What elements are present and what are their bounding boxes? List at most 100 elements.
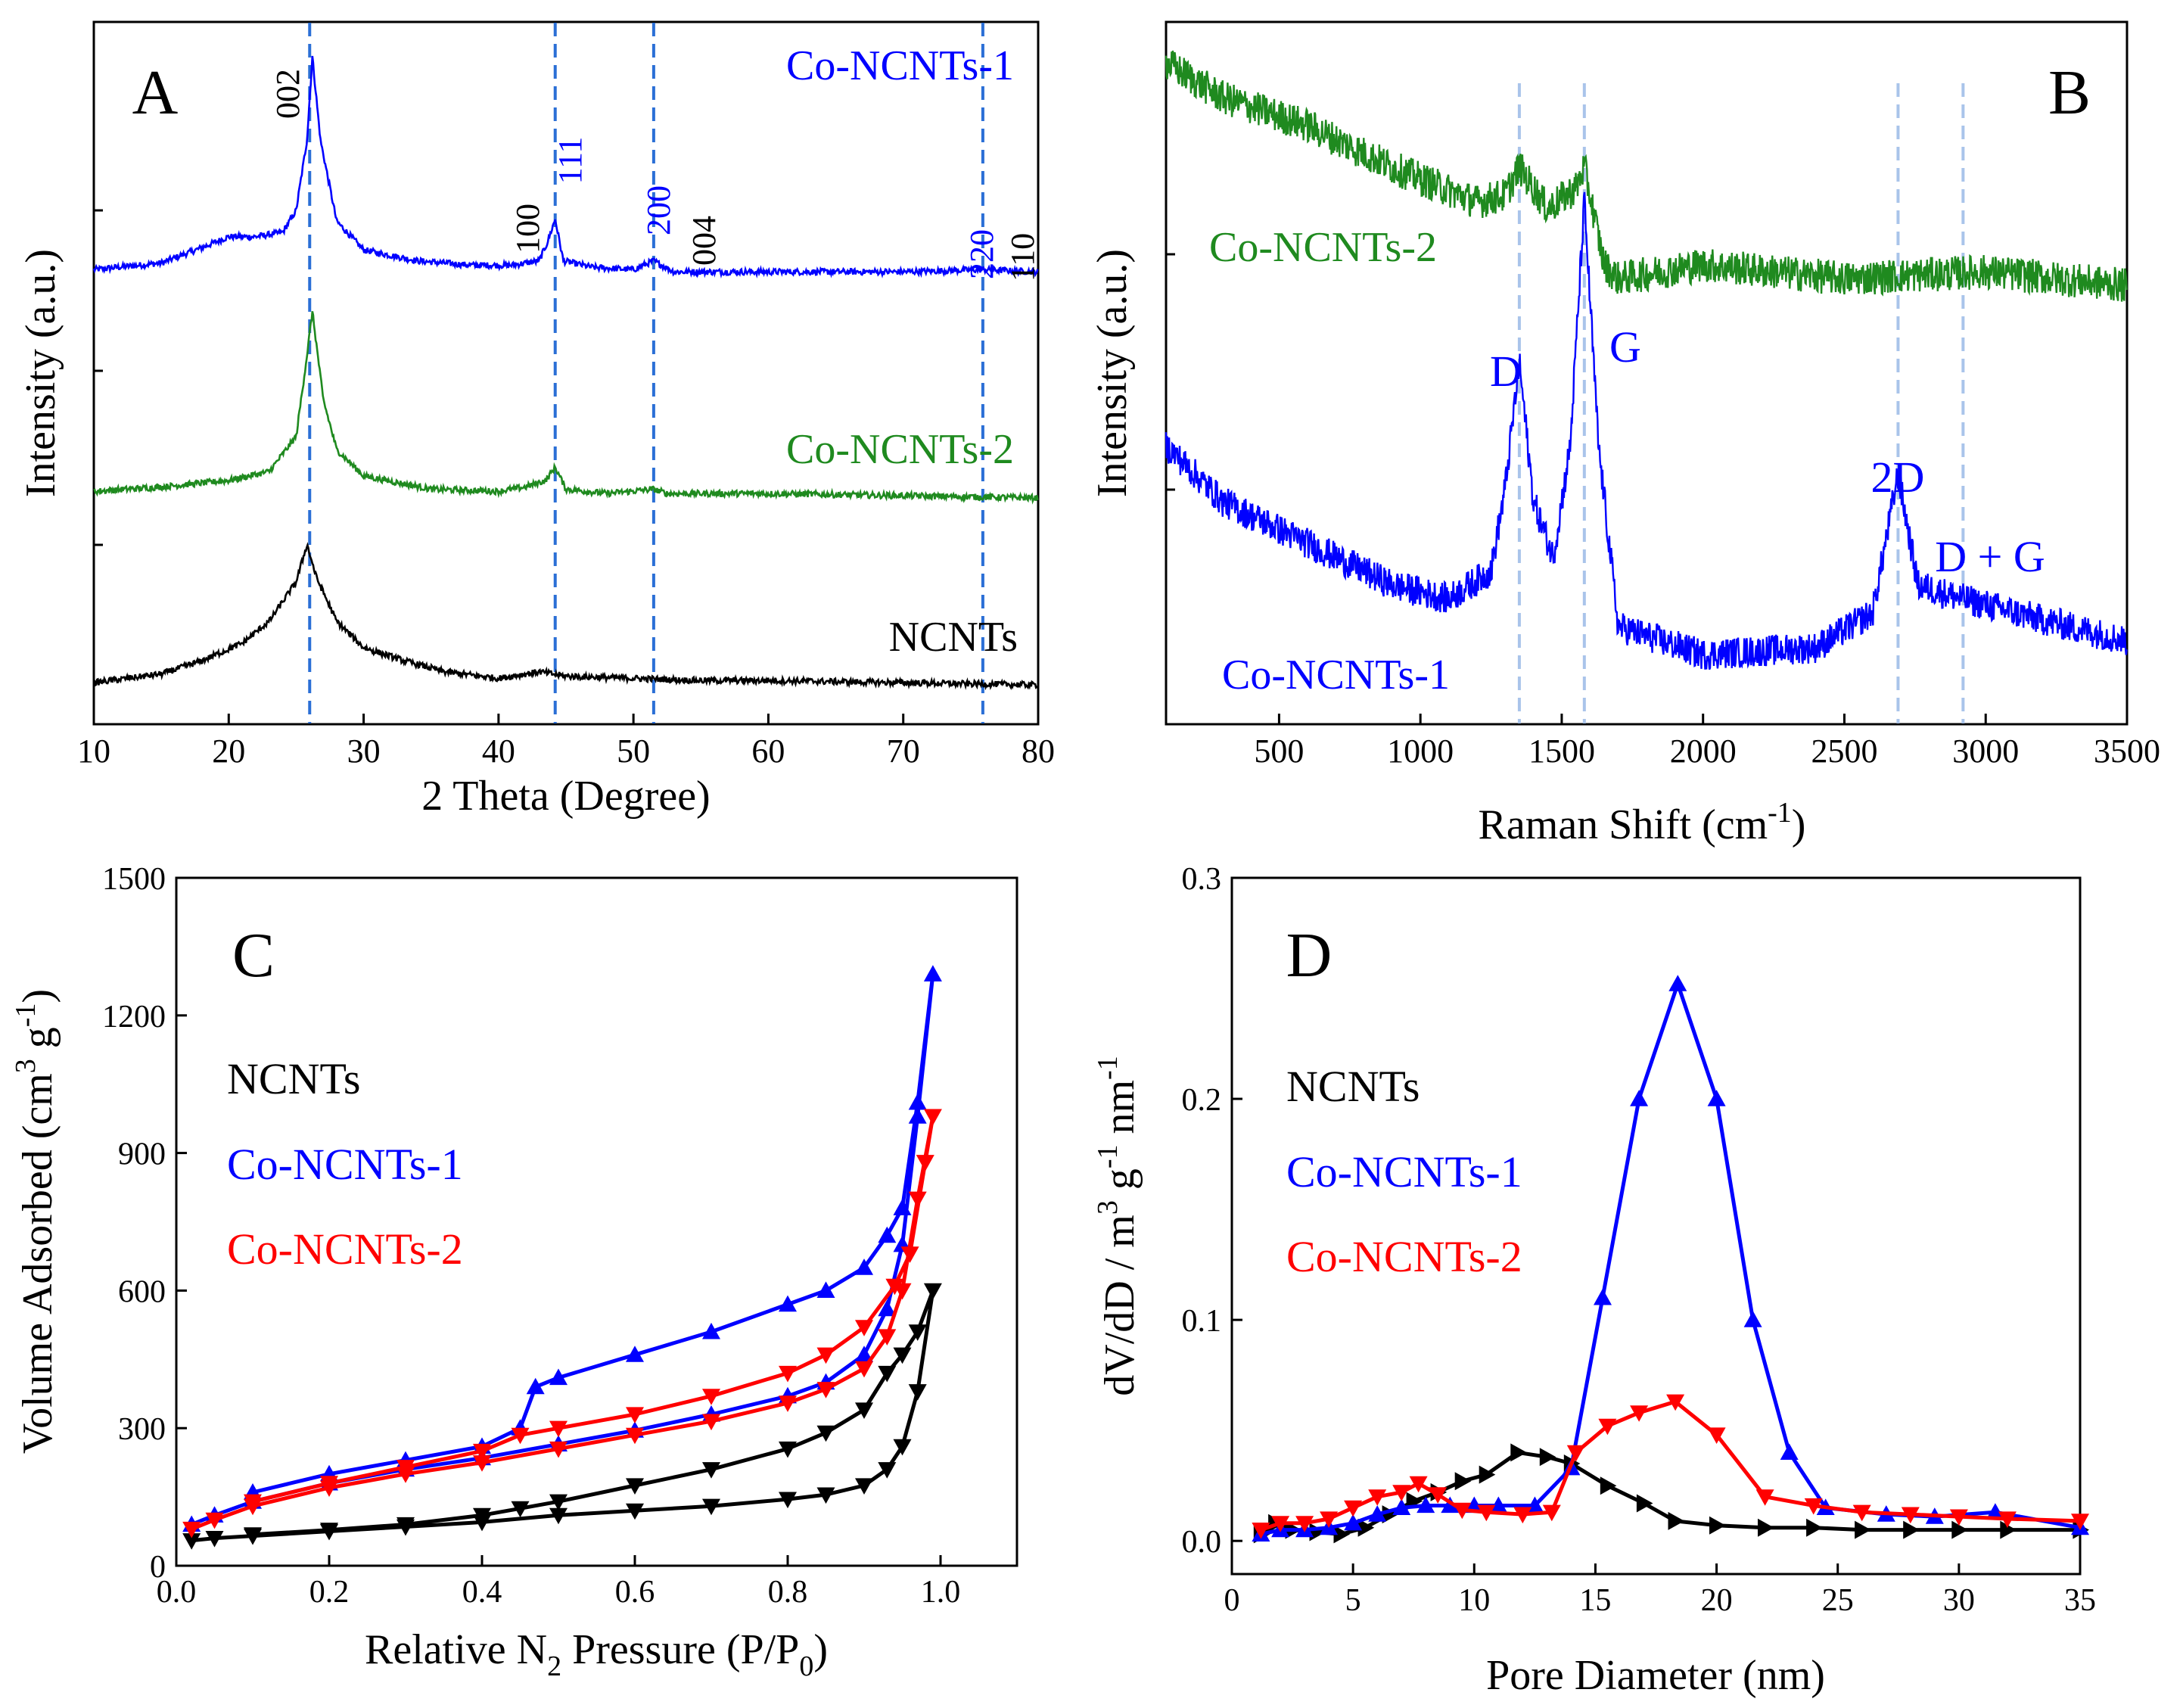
xrd-x-tick-label: 20 (212, 733, 245, 770)
panel-b-label-co-ncnts-1: Co-NCNTs-1 (1222, 652, 1450, 698)
iso-point-co-ncnts-2 (702, 1414, 720, 1431)
iso-series-ncnts (191, 1288, 935, 1543)
iso-x-tick-label: 0.2 (309, 1575, 350, 1610)
panel-d-frame (1230, 876, 2082, 1576)
panel-letter-a: A (132, 58, 179, 128)
iso-point-co-ncnts-1 (549, 1368, 568, 1386)
iso-point-co-ncnts-2 (626, 1427, 644, 1445)
raman-peak-g: G (1609, 322, 1641, 372)
psd-x-tick-label: 5 (1345, 1583, 1361, 1618)
psd-point-co-ncnts-2 (1344, 1500, 1363, 1517)
panel-letter-c: C (232, 920, 275, 991)
panel-a-x-axis-label: 2 Theta (Degree) (421, 773, 710, 820)
psd-point-co-ncnts-1 (1344, 1514, 1363, 1531)
iso-point-ncnts (816, 1487, 835, 1504)
iso-point-co-ncnts-2 (626, 1407, 644, 1423)
raman-x-tick-label: 1000 (1387, 733, 1454, 770)
iso-point-ncnts (473, 1507, 491, 1525)
raman-series-co-ncnts-1 (1165, 191, 2128, 670)
psd-point-co-ncnts-1 (1780, 1443, 1799, 1460)
iso-point-ncnts (923, 1283, 942, 1300)
panel-c-y-axis-label: Volume Adsorbed (cm3 g-1) (10, 989, 61, 1454)
psd-x-tick-label: 15 (1579, 1583, 1611, 1618)
iso-point-co-ncnts-2 (549, 1441, 568, 1458)
psd-point-co-ncnts-2 (1429, 1487, 1448, 1504)
psd-point-ncnts (1510, 1443, 1527, 1462)
iso-x-tick-label: 1.0 (921, 1575, 961, 1610)
raman-peak-d: D (1490, 347, 1522, 396)
xrd-series-co-ncnts-1 (92, 55, 1039, 279)
panel-b-x-ticks: 500 1000 1500 2000 2500 3000 3500 (1254, 714, 2160, 770)
peak-label-004: 004 (686, 216, 723, 266)
d-y-label-sup-3: 3 (1092, 1200, 1124, 1215)
psd-x-tick-label: 0 (1224, 1583, 1240, 1618)
psd-point-co-ncnts-2 (1666, 1394, 1685, 1411)
iso-y-tick-label: 1500 (102, 862, 166, 897)
panel-a-reference-lines (308, 23, 984, 723)
psd-y-tick-label: 0.1 (1182, 1304, 1222, 1339)
iso-point-ncnts (779, 1492, 797, 1509)
xrd-x-tick-label: 10 (77, 733, 110, 770)
panel-b-x-label-sup: -1 (1768, 797, 1792, 829)
iso-point-ncnts (549, 1494, 568, 1511)
d-y-label-part-2: g (1096, 1168, 1143, 1200)
iso-x-tick-label: 0.8 (768, 1575, 808, 1610)
psd-point-ncnts (1382, 1505, 1399, 1524)
raman-x-tick-label: 2000 (1670, 733, 1737, 770)
psd-point-ncnts (1855, 1520, 1871, 1539)
x-label-part-2: Pressure (P/P (561, 1626, 799, 1673)
iso-y-tick-label: 300 (118, 1412, 166, 1447)
iso-y-tick-label: 600 (118, 1274, 166, 1309)
x-label-sub-2: 2 (547, 1650, 561, 1682)
iso-point-co-ncnts-2 (816, 1382, 835, 1398)
panel-b-frame (1165, 20, 2129, 726)
iso-point-ncnts (816, 1425, 835, 1442)
d-y-label-part-1: dV/dD / m (1096, 1215, 1143, 1396)
iso-point-ncnts (320, 1523, 338, 1539)
psd-point-co-ncnts-2 (1598, 1418, 1617, 1436)
psd-point-co-ncnts-2 (1513, 1507, 1532, 1524)
iso-point-co-ncnts-2 (855, 1361, 873, 1378)
iso-point-co-ncnts-1 (878, 1226, 897, 1243)
panel-a-label-ncnts: NCNTs (889, 614, 1018, 661)
iso-point-ncnts (908, 1324, 927, 1341)
peak-label-100: 100 (509, 204, 546, 254)
iso-point-ncnts (549, 1507, 568, 1525)
psd-point-co-ncnts-1 (1489, 1496, 1508, 1514)
panel-d-pore-size: 0 5 10 15 20 25 30 35 0.0 0.1 0.2 0.3 D NCNTs Co-N… (1092, 862, 2096, 1699)
iso-point-co-ncnts-2 (908, 1191, 927, 1209)
xrd-x-tick-label: 60 (751, 733, 785, 770)
psd-point-ncnts (1454, 1472, 1472, 1491)
panel-b-x-axis-label: Raman Shift (cm-1) (1479, 797, 1806, 848)
panel-a-label-co-ncnts-1: Co-NCNTs-1 (786, 42, 1014, 89)
panel-c-legend-co-ncnts-2: Co-NCNTs-2 (227, 1224, 463, 1274)
x-label-part-3: ) (813, 1626, 828, 1673)
panel-c-series (182, 965, 942, 1550)
panel-a-series (92, 55, 1039, 691)
panel-b-y-ticks (1166, 253, 1175, 491)
iso-point-ncnts (893, 1347, 912, 1364)
iso-point-co-ncnts-2 (916, 1155, 934, 1171)
raman-peak-2d: 2D (1871, 453, 1925, 502)
xrd-x-tick-label: 70 (887, 733, 920, 770)
panel-d-series (1252, 975, 2089, 1544)
panel-d-legend-co-ncnts-1: Co-NCNTs-1 (1286, 1147, 1522, 1196)
iso-point-co-ncnts-2 (779, 1395, 797, 1412)
psd-x-tick-label: 25 (1822, 1583, 1854, 1618)
iso-y-tick-label: 900 (118, 1137, 166, 1172)
psd-point-ncnts (1479, 1465, 1496, 1484)
psd-point-ncnts (1903, 1520, 1920, 1539)
panel-b-label-co-ncnts-2: Co-NCNTs-2 (1209, 224, 1437, 271)
iso-point-co-ncnts-1 (908, 1093, 927, 1110)
panel-letter-b: B (2048, 58, 2091, 128)
psd-point-co-ncnts-1 (1441, 1496, 1460, 1514)
psd-point-co-ncnts-2 (2071, 1514, 2089, 1530)
xrd-x-tick-label: 40 (482, 733, 515, 770)
psd-point-co-ncnts-2 (1368, 1489, 1387, 1506)
xrd-x-tick-label: 30 (347, 733, 381, 770)
x-label-part-1: Relative N (365, 1626, 547, 1673)
psd-x-tick-label: 20 (1701, 1583, 1733, 1618)
raman-peak-d-plus-g: D + G (1935, 532, 2045, 581)
iso-point-co-ncnts-1 (816, 1281, 835, 1298)
